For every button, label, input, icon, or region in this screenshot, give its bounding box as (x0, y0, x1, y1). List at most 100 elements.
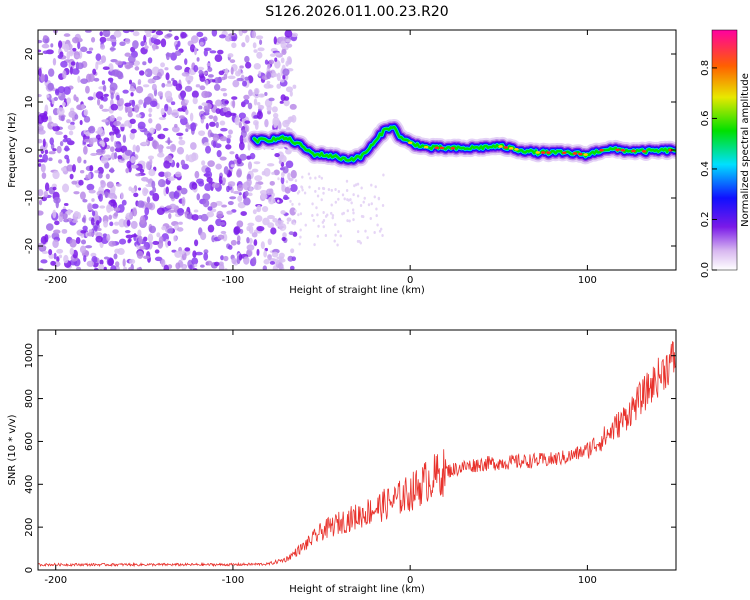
spectrogram-noise-cell (267, 254, 272, 260)
spectrogram-noise-cell (179, 260, 184, 268)
spectrogram-noise-cell (271, 106, 278, 113)
spectrogram-noise-cell (136, 200, 145, 208)
spectrogram-noise-cell (289, 103, 297, 110)
spectrogram-noise-cell (79, 170, 85, 174)
spectrogram-noise-cell (214, 54, 223, 63)
spectrogram-noise-cell (193, 47, 197, 56)
colorbar-tick-label: 0.0 (700, 262, 711, 278)
spectrogram-noise-cell (99, 104, 104, 110)
spectrogram-noise-cell (227, 134, 232, 139)
spectrogram-noise-cell (165, 83, 173, 87)
spectrogram-noise-cell (285, 60, 289, 67)
spectrogram-noise-cell (219, 34, 227, 39)
spectrogram-noise-cell (245, 34, 250, 43)
spectrogram-noise-cell (266, 105, 272, 112)
spectrogram-noise-cell (191, 257, 199, 265)
spectrogram-noise-cell (144, 71, 148, 75)
figure-title: S126.2026.011.00.23.R20 (265, 4, 448, 20)
spectrogram-noise-cell (263, 259, 270, 265)
spectrogram-noise-cell (288, 185, 291, 189)
spectrogram-noise-cell (205, 79, 209, 86)
spectrogram-noise-cell (109, 146, 115, 153)
spectrogram-noise-cell (103, 137, 110, 143)
spectrogram-noise-cell (74, 55, 81, 59)
snr-x-tick-label: -200 (44, 575, 67, 586)
spectrogram-noise-cell (59, 211, 64, 217)
spectrogram-noise-cell (180, 32, 187, 39)
spectrogram-noise-cell (180, 187, 188, 195)
spectrogram-noise-cell (252, 209, 257, 215)
spectrogram-noise-cell (110, 265, 117, 270)
spectrogram-noise-cell (197, 66, 205, 71)
spectrogram-noise-cell (68, 110, 77, 118)
spectrogram-noise-cell (85, 131, 91, 137)
spectrogram-noise-cell (264, 91, 268, 97)
spectrogram-noise-cell (57, 54, 63, 59)
spectrogram-noise-cell (277, 262, 284, 270)
spectrogram-noise-cell (145, 161, 151, 170)
spectrogram-noise-cell (63, 134, 68, 140)
spectrogram-noise-cell (240, 211, 247, 217)
spectrogram-noise-cell (375, 207, 378, 211)
spectrogram-noise-cell (378, 229, 382, 233)
spectrogram-noise-cell (43, 190, 49, 198)
spectrogram-noise-cell (79, 191, 86, 200)
spectrogram-noise-cell (129, 79, 133, 85)
spectrogram-noise-cell (160, 107, 165, 116)
spectrogram-noise-cell (279, 100, 284, 104)
spectrogram-noise-cell (129, 118, 136, 125)
spectrogram-noise-cell (165, 155, 173, 162)
spectrogram-noise-cell (262, 265, 267, 270)
spectrogram-noise-cell (38, 68, 42, 77)
spectrogram-noise-cell (158, 236, 164, 244)
spectrogram-noise-cell (40, 235, 47, 245)
spectrogram-noise-cell (352, 211, 355, 215)
spectrogram-noise-cell (131, 99, 136, 108)
spectrogram-noise-cell (98, 263, 105, 270)
spectrogram-noise-cell (185, 109, 189, 115)
spectrogram-noise-cell (122, 89, 129, 94)
spectrogram-noise-cell (72, 47, 77, 52)
spectrogram-noise-cell (64, 145, 70, 152)
spectrogram-noise-cell (42, 153, 48, 163)
spectrogram-noise-cell (215, 99, 223, 107)
spectrogram-noise-cell (83, 109, 89, 116)
spectrogram-noise-cell (256, 207, 260, 212)
spectrogram-noise-cell (50, 43, 54, 48)
spectrogram-noise-cell (69, 173, 74, 180)
spectrogram-noise-cell (158, 171, 166, 177)
spectrogram-noise-cell (236, 184, 244, 192)
spectrogram-noise-cell (303, 191, 307, 195)
spectrogram-noise-cell (129, 131, 135, 140)
spectrogram-noise-cell (206, 177, 213, 183)
spectrogram-noise-cell (364, 229, 367, 233)
spectrogram-noise-cell (137, 187, 142, 191)
spectrogram-noise-cell (128, 238, 132, 242)
spectrogram-noise-cell (130, 156, 136, 164)
spectrogram-noise-cell (254, 121, 259, 130)
spectrogram-noise-cell (47, 82, 55, 91)
spectrogram-noise-cell (167, 80, 172, 85)
spectrogram-noise-cell (114, 248, 121, 254)
spectrogram-noise-cell (334, 233, 337, 237)
spectrogram-noise-cell (38, 154, 43, 158)
spectrogram-noise-cell (124, 102, 132, 107)
spectrogram-noise-cell (95, 60, 104, 65)
spectrogram-noise-cell (225, 144, 232, 150)
spectrogram-noise-cell (313, 243, 316, 247)
spectrogram-noise-cell (286, 221, 290, 225)
spectrogram-noise-cell (209, 121, 216, 127)
spectrogram-noise-cell (99, 259, 104, 265)
spectrogram-noise-cell (97, 166, 104, 175)
spectrogram-noise-cell (82, 198, 88, 203)
spectrogram-noise-cell (286, 217, 292, 222)
spectrogram-noise-cell (337, 197, 340, 201)
spectrogram-noise-cell (101, 119, 109, 123)
spectrogram-noise-cell (345, 179, 349, 183)
spectrogram-noise-cell (218, 261, 224, 267)
spectrogram-noise-cell (337, 189, 341, 193)
spectrogram-noise-cell (167, 137, 171, 146)
spectrogram-noise-cell (177, 207, 185, 216)
spectrogram-noise-cell (83, 115, 91, 123)
